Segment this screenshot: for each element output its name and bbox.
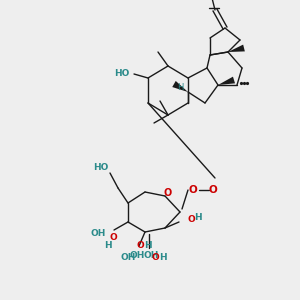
Text: O: O — [164, 188, 172, 198]
Text: OH: OH — [90, 230, 106, 238]
Polygon shape — [172, 81, 188, 92]
Text: O: O — [109, 233, 117, 242]
Polygon shape — [218, 77, 235, 85]
Polygon shape — [228, 45, 245, 52]
Text: OH: OH — [143, 251, 159, 260]
Text: OH: OH — [120, 254, 136, 262]
Text: O: O — [151, 254, 159, 262]
Text: O: O — [136, 241, 144, 250]
Text: H: H — [104, 241, 112, 250]
Text: H: H — [194, 214, 202, 223]
Text: O: O — [208, 185, 217, 195]
Text: O: O — [187, 215, 195, 224]
Text: O: O — [189, 185, 197, 195]
Text: H: H — [159, 254, 167, 262]
Text: H: H — [144, 241, 152, 250]
Text: OH: OH — [129, 251, 145, 260]
Text: HO: HO — [114, 68, 130, 77]
Text: H: H — [177, 83, 183, 92]
Text: HO: HO — [93, 164, 109, 172]
